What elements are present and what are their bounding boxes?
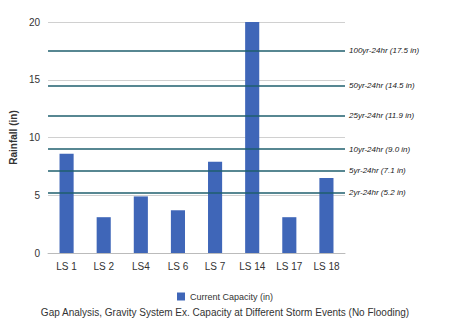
- svg-text:LS 2: LS 2: [93, 261, 114, 272]
- svg-text:2yr-24hr (5.2 in): 2yr-24hr (5.2 in): [348, 188, 406, 197]
- svg-text:LS 6: LS 6: [168, 261, 189, 272]
- svg-text:10: 10: [29, 132, 41, 143]
- svg-text:15: 15: [29, 74, 41, 85]
- svg-text:0: 0: [34, 248, 40, 259]
- svg-text:Gap Analysis, Gravity System E: Gap Analysis, Gravity System Ex. Capacit…: [41, 307, 409, 318]
- svg-text:LS 7: LS 7: [205, 261, 226, 272]
- svg-text:Current Capacity (in): Current Capacity (in): [190, 292, 273, 302]
- svg-text:LS 1: LS 1: [56, 261, 77, 272]
- svg-text:25yr-24hr (11.9 in): 25yr-24hr (11.9 in): [348, 111, 414, 120]
- svg-text:20: 20: [29, 17, 41, 28]
- svg-text:Rainfall (in): Rainfall (in): [8, 110, 19, 164]
- svg-text:LS 18: LS 18: [313, 261, 340, 272]
- svg-text:100yr-24hr (17.5 in): 100yr-24hr (17.5 in): [349, 46, 419, 55]
- svg-text:LS 14: LS 14: [239, 261, 266, 272]
- svg-text:50yr-24hr (14.5 in): 50yr-24hr (14.5 in): [349, 81, 415, 90]
- svg-text:5: 5: [34, 190, 40, 201]
- svg-text:5yr-24hr (7.1 in): 5yr-24hr (7.1 in): [349, 166, 406, 175]
- svg-text:LS4: LS4: [132, 261, 150, 272]
- svg-text:10yr-24hr (9.0 in): 10yr-24hr (9.0 in): [349, 145, 411, 154]
- svg-text:LS 17: LS 17: [276, 261, 303, 272]
